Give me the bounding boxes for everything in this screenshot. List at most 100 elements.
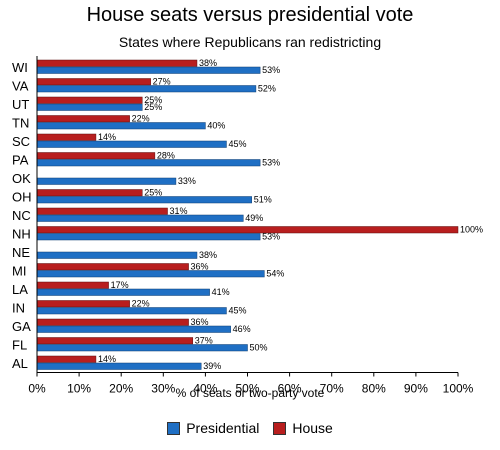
x-tick-label-4: 40% xyxy=(193,382,217,396)
data-label-house-mi: 36% xyxy=(191,262,209,272)
state-label-oh: OH xyxy=(12,189,32,204)
state-label-nc: NC xyxy=(12,208,31,223)
data-label-presidential-ok: 33% xyxy=(178,176,196,186)
data-label-presidential-ne: 38% xyxy=(199,250,217,260)
bar-presidential-in xyxy=(36,307,227,315)
data-label-house-nh: 100% xyxy=(460,225,483,235)
state-label-la: LA xyxy=(12,282,28,297)
bar-presidential-al xyxy=(36,362,202,370)
bar-presidential-ga xyxy=(36,325,231,333)
state-label-sc: SC xyxy=(12,134,30,149)
state-label-al: AL xyxy=(12,356,28,371)
data-label-house-ga: 36% xyxy=(191,317,209,327)
bar-house-la xyxy=(36,281,109,289)
data-label-presidential-ga: 46% xyxy=(233,324,251,334)
x-tick-label-8: 80% xyxy=(362,382,386,396)
bar-house-al xyxy=(36,355,97,363)
legend-item-presidential: Presidential xyxy=(167,420,259,436)
state-label-nh: NH xyxy=(12,226,31,241)
bar-presidential-va xyxy=(36,85,257,93)
state-label-fl: FL xyxy=(12,337,27,352)
data-label-presidential-mi: 54% xyxy=(266,269,284,279)
x-tick-label-2: 20% xyxy=(109,382,133,396)
bar-house-nc xyxy=(36,207,168,215)
x-tick-label-0: 0% xyxy=(28,382,46,396)
state-label-ne: NE xyxy=(12,245,30,260)
state-label-ok: OK xyxy=(12,171,31,186)
bar-house-mi xyxy=(36,263,189,271)
data-label-presidential-nh: 53% xyxy=(262,232,280,242)
data-label-presidential-sc: 45% xyxy=(228,139,246,149)
bar-presidential-nc xyxy=(36,214,244,222)
data-label-presidential-fl: 50% xyxy=(250,343,268,353)
x-tick-label-3: 30% xyxy=(151,382,175,396)
bar-house-sc xyxy=(36,133,97,141)
data-label-presidential-oh: 51% xyxy=(254,195,272,205)
data-label-presidential-tn: 40% xyxy=(207,121,225,131)
x-tick-label-5: 50% xyxy=(235,382,259,396)
chart-subtitle: States where Republicans ran redistricti… xyxy=(118,34,382,50)
data-label-presidential-va: 52% xyxy=(258,84,276,94)
x-axis-label: % of seats or two-party vote xyxy=(175,386,325,400)
legend: Presidential House xyxy=(0,420,500,436)
x-tick-label-9: 90% xyxy=(404,382,428,396)
bar-house-pa xyxy=(36,152,156,160)
chart-title: House seats versus presidential vote xyxy=(86,4,414,26)
data-label-house-nc: 31% xyxy=(170,206,188,216)
state-label-pa: PA xyxy=(12,152,29,167)
data-label-house-pa: 28% xyxy=(157,151,175,161)
data-label-presidential-wi: 53% xyxy=(262,65,280,75)
data-label-presidential-ut: 25% xyxy=(144,102,162,112)
x-tick-label-6: 60% xyxy=(278,382,302,396)
bar-presidential-sc xyxy=(36,140,227,148)
bar-presidential-fl xyxy=(36,344,248,352)
data-label-house-sc: 14% xyxy=(98,132,116,142)
bar-house-oh xyxy=(36,189,143,197)
bar-presidential-oh xyxy=(36,196,252,204)
bar-presidential-nh xyxy=(36,233,261,241)
legend-swatch-presidential xyxy=(167,421,181,435)
bar-presidential-mi xyxy=(36,270,265,278)
legend-label-presidential: Presidential xyxy=(186,420,260,436)
state-label-tn: TN xyxy=(12,115,29,130)
bar-presidential-wi xyxy=(36,66,261,74)
x-tick-label-10: 100% xyxy=(443,382,474,396)
bar-house-fl xyxy=(36,337,194,345)
data-label-house-in: 22% xyxy=(132,299,150,309)
state-label-wi: WI xyxy=(12,60,28,75)
state-label-ut: UT xyxy=(12,97,29,112)
bar-house-tn xyxy=(36,115,130,123)
bar-house-va xyxy=(36,78,151,86)
data-label-house-oh: 25% xyxy=(144,188,162,198)
legend-swatch-house xyxy=(273,421,287,435)
x-tick-label-1: 10% xyxy=(67,382,91,396)
bar-presidential-ok xyxy=(36,177,177,185)
data-label-presidential-in: 45% xyxy=(228,306,246,316)
bar-presidential-ut xyxy=(36,103,143,111)
bar-house-wi xyxy=(36,59,198,67)
x-tick-label-7: 70% xyxy=(320,382,344,396)
bar-house-ut xyxy=(36,96,143,104)
data-label-house-ut: 25% xyxy=(144,95,162,105)
data-label-house-fl: 37% xyxy=(195,336,213,346)
data-label-house-va: 27% xyxy=(153,77,171,87)
legend-item-house: House xyxy=(273,420,333,436)
bar-house-ga xyxy=(36,318,189,326)
data-label-house-la: 17% xyxy=(111,280,129,290)
data-label-house-al: 14% xyxy=(98,354,116,364)
bar-presidential-tn xyxy=(36,122,206,130)
bar-presidential-ne xyxy=(36,251,198,259)
state-label-mi: MI xyxy=(12,263,26,278)
bar-presidential-la xyxy=(36,288,210,296)
bar-presidential-pa xyxy=(36,159,261,167)
state-label-ga: GA xyxy=(12,319,31,334)
bar-house-nh xyxy=(36,226,459,234)
data-label-house-tn: 22% xyxy=(132,114,150,124)
data-label-presidential-al: 39% xyxy=(203,361,221,371)
state-label-in: IN xyxy=(12,300,25,315)
state-label-va: VA xyxy=(12,78,29,93)
bar-house-in xyxy=(36,300,130,308)
data-label-presidential-pa: 53% xyxy=(262,158,280,168)
data-label-presidential-la: 41% xyxy=(212,287,230,297)
